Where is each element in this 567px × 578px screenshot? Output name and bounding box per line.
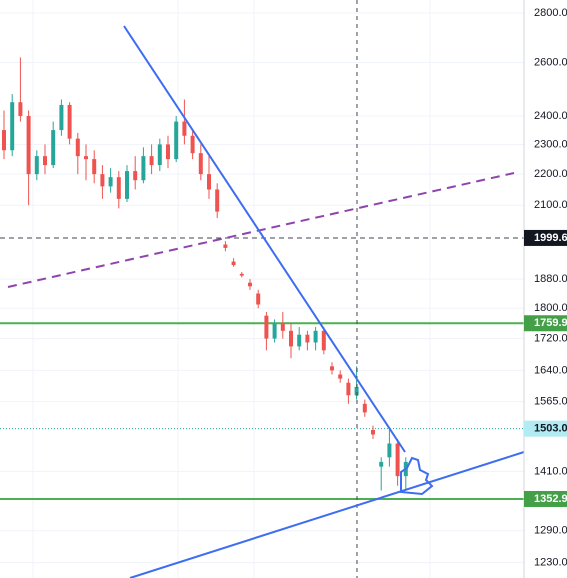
- candles: [2, 57, 408, 491]
- price-marker-label: 1503.0: [534, 423, 567, 435]
- axis-panel: [524, 0, 567, 578]
- candle-body: [215, 189, 220, 212]
- candle-body: [371, 430, 375, 435]
- candle-body: [10, 102, 15, 151]
- candle-body: [264, 315, 269, 339]
- y-tick-label: 2100.0: [534, 199, 567, 211]
- candle-body: [149, 156, 154, 166]
- y-tick-label: 1230.0: [534, 557, 567, 569]
- candle-body: [280, 323, 285, 331]
- candle-body: [248, 282, 252, 287]
- y-tick-label: 1290.0: [534, 525, 567, 537]
- candle-body: [34, 156, 39, 175]
- candle-body: [51, 130, 56, 166]
- candle-body: [182, 121, 187, 136]
- candle-body: [223, 244, 228, 248]
- candle-body: [231, 261, 236, 266]
- candle-body: [305, 334, 310, 343]
- candle-body: [289, 330, 293, 347]
- candle-body: [108, 177, 113, 187]
- candle-body: [67, 104, 72, 139]
- candle-body: [321, 330, 326, 351]
- candle-body: [379, 461, 384, 467]
- y-tick-label: 2200.0: [534, 168, 567, 180]
- y-tick-label: 1720.0: [534, 332, 567, 344]
- y-tick-label: 2300.0: [534, 138, 567, 150]
- candle-body: [141, 156, 146, 181]
- levels: [0, 237, 524, 500]
- candle-body: [59, 104, 64, 131]
- candle-body: [338, 374, 343, 379]
- trend-line: [129, 451, 525, 578]
- candle-body: [256, 293, 261, 305]
- candle-body: [207, 174, 211, 190]
- price-marker-label: 1352.9: [534, 493, 567, 505]
- candle-body: [100, 174, 105, 187]
- trend-line: [123, 25, 406, 453]
- candle-body: [198, 153, 203, 175]
- price-marker: [524, 490, 567, 507]
- candle-body: [297, 334, 302, 347]
- candle-body: [395, 443, 400, 477]
- candle-body: [190, 135, 195, 154]
- candle-body: [346, 382, 351, 396]
- candle-body: [18, 102, 23, 116]
- candle-body: [75, 138, 80, 157]
- candle-body: [2, 130, 6, 151]
- candle-body: [174, 121, 179, 160]
- price-marker: [524, 420, 567, 437]
- price-axis: 2800.0 2600.0 2400.0 2300.0 2200.0 2100.0 1880…: [523, 0, 567, 578]
- candle-body: [157, 144, 162, 166]
- y-tick-label: 1565.0: [534, 396, 567, 408]
- y-tick-label: 2800.0: [534, 7, 567, 19]
- candle-body: [125, 171, 129, 199]
- price-marker-label: 1999.6: [534, 232, 567, 244]
- candle-body: [116, 177, 121, 199]
- grid: [0, 0, 524, 578]
- candle-body: [239, 273, 244, 276]
- hand-drawing: [400, 456, 434, 496]
- candle-body: [330, 366, 334, 371]
- candle-body: [43, 156, 47, 166]
- drawings: [7, 0, 525, 578]
- y-tick-label: 2600.0: [534, 56, 567, 68]
- candle-body: [272, 323, 277, 339]
- y-tick-label: 1880.0: [534, 273, 567, 285]
- price-marker: [524, 229, 567, 246]
- y-tick-label: 2400.0: [534, 110, 567, 122]
- price-marker-label: 1759.9: [534, 317, 567, 329]
- price-marker: [524, 315, 567, 332]
- candle-body: [92, 159, 97, 175]
- candle-body: [133, 171, 138, 181]
- candle-body: [362, 403, 367, 413]
- y-tick-label: 1640.0: [534, 364, 567, 376]
- trend-line: [7, 172, 515, 288]
- candle-body: [354, 386, 359, 396]
- candle-body: [26, 115, 31, 175]
- candle-body: [387, 443, 392, 458]
- candle-body: [313, 330, 318, 343]
- candle-body: [166, 144, 170, 160]
- y-tick-label: 1800.0: [534, 302, 567, 314]
- candle-body: [84, 156, 88, 160]
- y-tick-label: 1410.0: [534, 465, 567, 477]
